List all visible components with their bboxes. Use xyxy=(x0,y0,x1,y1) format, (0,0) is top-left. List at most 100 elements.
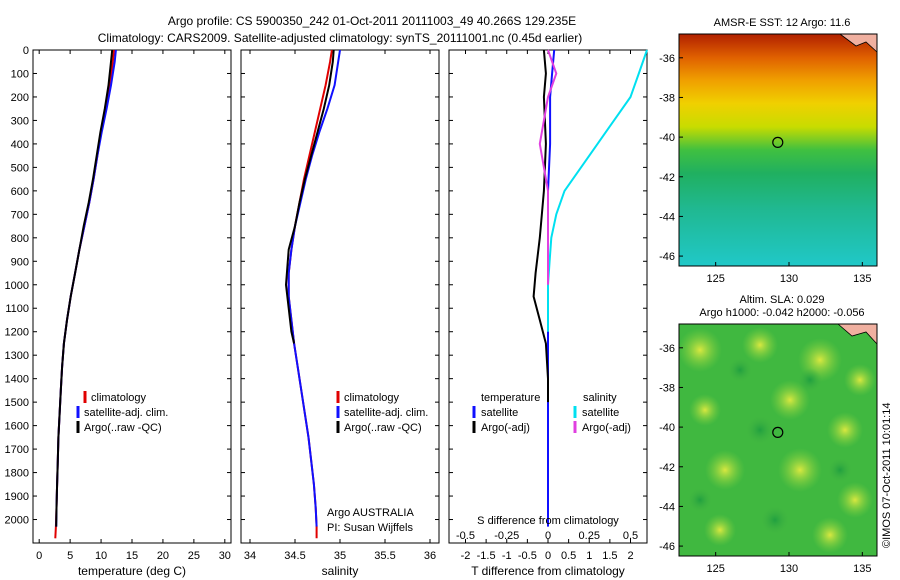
title-line-2: Climatology: CARS2009. Satellite-adjuste… xyxy=(98,31,582,45)
series-line-2-2 xyxy=(547,49,648,332)
sst-map-frame xyxy=(678,33,878,267)
legend-climatology: climatology xyxy=(91,392,147,404)
sla-blob xyxy=(728,358,752,382)
x-tick-label: 34 xyxy=(244,550,256,562)
temperature-axes: 0100200300400500600700800900100011001200… xyxy=(5,45,231,562)
x-tick-label: 0 xyxy=(36,550,42,562)
depth-tick-label: 1200 xyxy=(5,327,29,339)
salinity-legend: climatology satellite-adj. clim. Argo(..… xyxy=(327,391,428,534)
depth-tick-label: 400 xyxy=(11,139,29,151)
s-tick-label: -0.5 xyxy=(456,530,475,542)
x-tick-label: 2 xyxy=(627,550,633,562)
depth-tick-label: 1800 xyxy=(5,468,29,480)
lat-tick-label: -42 xyxy=(659,462,675,474)
legend-climatology: climatology xyxy=(344,392,400,404)
x-tick-label: 15 xyxy=(126,550,138,562)
sla-blob xyxy=(844,364,876,396)
depth-tick-label: 1900 xyxy=(5,491,29,503)
depth-tick-label: 0 xyxy=(23,45,29,57)
depth-tick-label: 1600 xyxy=(5,421,29,433)
depth-tick-label: 1300 xyxy=(5,350,29,362)
x-tick-label: 1 xyxy=(586,550,592,562)
sst-map-title: AMSR-E SST: 12 Argo: 11.6 xyxy=(714,17,851,29)
series-line-0-1 xyxy=(55,49,117,527)
sla-blob xyxy=(678,328,722,372)
s-tick-label: 0.5 xyxy=(623,530,638,542)
series-line-1-1 xyxy=(287,49,341,527)
title-line-1: Argo profile: CS 5900350_242 01-Oct-2011… xyxy=(168,14,576,28)
sst-field xyxy=(679,34,877,266)
depth-tick-label: 800 xyxy=(11,233,29,245)
temperature-panel xyxy=(32,49,232,544)
x-tick-label: 35.5 xyxy=(374,550,395,562)
salinity-axes: 34 34.5 35 35.5 36 xyxy=(241,49,439,562)
depth-tick-label: 500 xyxy=(11,162,29,174)
pi-note: PI: Susan Wijffels xyxy=(327,522,413,534)
x-tick-label: -0.5 xyxy=(518,550,537,562)
x-tick-label: -1 xyxy=(502,550,512,562)
depth-tick-label: 1100 xyxy=(5,303,29,315)
s-difference-label: S difference from climatology xyxy=(477,515,619,527)
s-tick-label: -0.25 xyxy=(494,530,519,542)
depth-tick-label: 900 xyxy=(11,256,29,268)
lat-tick-label: -42 xyxy=(659,172,675,184)
depth-tick-label: 200 xyxy=(11,92,29,104)
sst-map: AMSR-E SST: 12 Argo: 11.6 -36 -38 -40 -42 -4… xyxy=(659,17,878,285)
legend-t-satellite: satellite xyxy=(481,407,518,419)
lat-tick-label: -46 xyxy=(659,251,675,263)
lat-tick-label: -46 xyxy=(659,541,675,553)
s-tick-label: 0 xyxy=(545,530,551,542)
legend-argo: Argo(..raw -QC) xyxy=(84,422,162,434)
sla-blob xyxy=(688,488,712,512)
depth-tick-label: 1700 xyxy=(5,444,29,456)
sla-map: Altim. SLA: 0.029 Argo h1000: -0.042 h20… xyxy=(659,294,878,575)
depth-tick-label: 2000 xyxy=(5,515,29,527)
x-tick-label: -1.5 xyxy=(477,550,496,562)
x-tick-label: 25 xyxy=(188,550,200,562)
sla-map-ticks: -36 -38 -40 -42 -44 -46 125 130 135 xyxy=(659,343,871,575)
x-tick-label: 5 xyxy=(67,550,73,562)
sla-blob xyxy=(827,412,863,448)
legend-satellite-adj: satellite-adj. clim. xyxy=(84,407,168,419)
sla-blob xyxy=(798,368,822,392)
x-tick-label: 1.5 xyxy=(602,550,617,562)
series-line-2-3 xyxy=(538,49,558,285)
depth-tick-label: 300 xyxy=(11,115,29,127)
sla-blob xyxy=(746,416,774,444)
lon-tick-label: 125 xyxy=(706,563,724,575)
legend-t-argo: Argo(-adj) xyxy=(481,422,530,434)
sla-anomalies xyxy=(678,327,876,553)
sla-blob xyxy=(705,450,745,490)
salinity-xlabel: salinity xyxy=(322,564,359,578)
lat-tick-label: -36 xyxy=(659,343,675,355)
x-tick-label: 10 xyxy=(95,550,107,562)
sla-blob xyxy=(770,380,810,420)
depth-tick-label: 100 xyxy=(11,68,29,80)
x-tick-label: 0 xyxy=(545,550,551,562)
sla-blob xyxy=(778,448,822,492)
argo-position-marker xyxy=(772,136,784,148)
legend-argo: Argo(..raw -QC) xyxy=(344,422,422,434)
series-line-1-2 xyxy=(284,49,335,344)
profile-lines xyxy=(54,49,648,539)
x-tick-label: 36 xyxy=(424,550,436,562)
imos-credit: ©IMOS 07-Oct-2011 10:01:14 xyxy=(881,403,893,548)
sla-blob xyxy=(761,506,789,534)
difference-axes: -2 -1.5 -1 -0.5 0 0.5 1 1.5 2-0.5 -0.25 0 0.25 0.5 xyxy=(449,49,647,562)
sla-blob xyxy=(812,517,848,553)
depth-tick-label: 1400 xyxy=(5,374,29,386)
lon-tick-label: 130 xyxy=(780,563,798,575)
depth-tick-label: 1000 xyxy=(5,280,29,292)
series-line-1-0 xyxy=(287,49,333,539)
lat-tick-label: -38 xyxy=(659,92,675,104)
sla-blob xyxy=(837,482,873,518)
sla-blob xyxy=(828,458,852,482)
lat-tick-label: -40 xyxy=(659,132,675,144)
legend-temperature-head: temperature xyxy=(481,392,540,404)
x-tick-label: 0.5 xyxy=(561,550,576,562)
series-line-2-1 xyxy=(532,49,549,403)
x-tick-label: 20 xyxy=(157,550,169,562)
x-tick-label: -2 xyxy=(461,550,471,562)
lat-tick-label: -36 xyxy=(659,53,675,65)
operator-note: Argo AUSTRALIA xyxy=(327,507,414,519)
